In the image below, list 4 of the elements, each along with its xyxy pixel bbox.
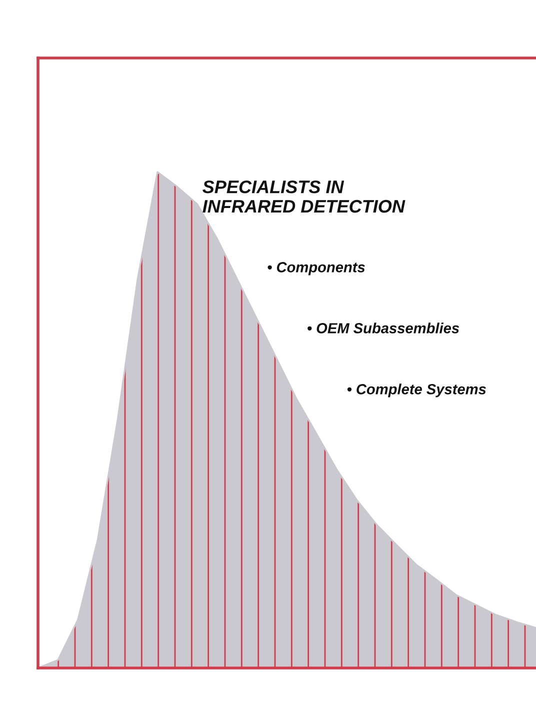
annotation: • Components	[268, 262, 365, 276]
annotation: • OEM Subassemblies	[308, 322, 460, 334]
annotation: • Complete Systems	[347, 384, 486, 398]
text: SPECIALISTS IN INFRARED DETECTION	[202, 180, 406, 213]
